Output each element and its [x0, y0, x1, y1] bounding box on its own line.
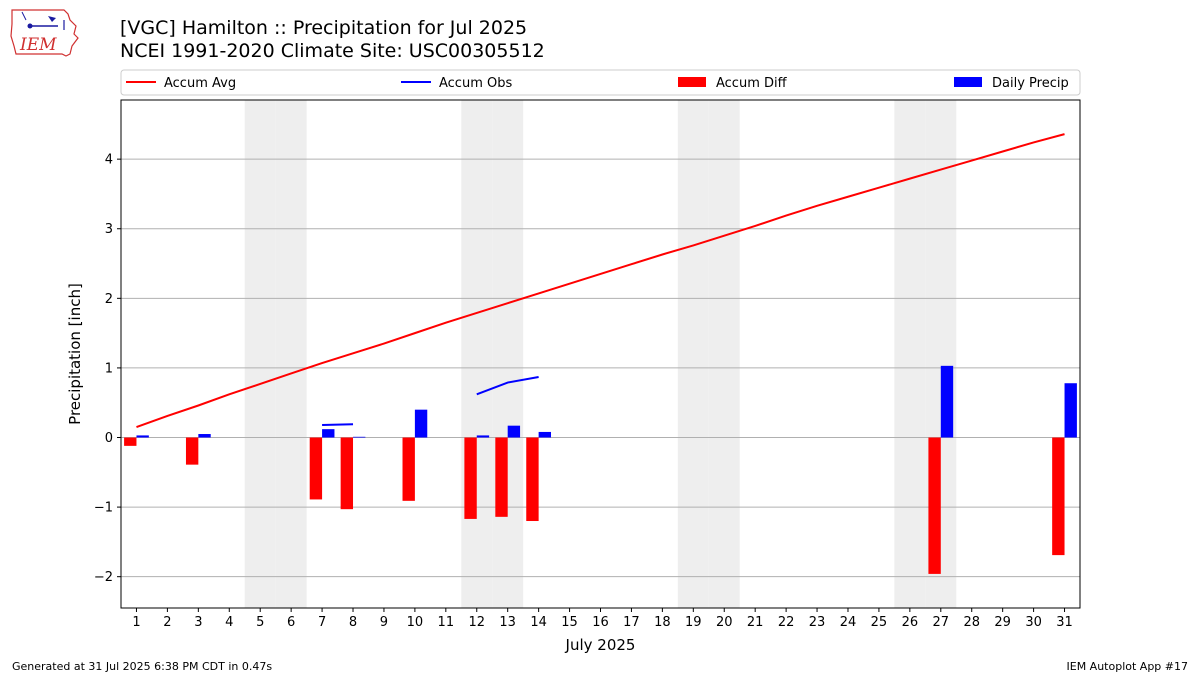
weekend-band-day-6 [275, 100, 307, 608]
legend-swatch-daily-precip [954, 77, 982, 87]
x-tick-label: 21 [747, 615, 764, 630]
legend-label-daily-precip: Daily Precip [992, 76, 1069, 91]
x-tick-label: 27 [933, 615, 950, 630]
weekend-band-day-26 [894, 100, 926, 608]
legend-label-accum-avg: Accum Avg [164, 76, 236, 91]
weekend-band-day-5 [244, 100, 276, 608]
x-tick-label: 22 [778, 615, 795, 630]
x-tick-label: 19 [685, 615, 702, 630]
accum-obs-line-segment-0 [322, 423, 354, 426]
y-tick-label: 3 [105, 222, 113, 237]
accum-avg-line-segment-0 [136, 133, 1065, 429]
x-tick-label: 16 [592, 615, 609, 630]
x-tick-label: 15 [561, 615, 578, 630]
accum-diff-bar-day-1 [124, 437, 137, 446]
daily-precip-bar-day-8 [353, 436, 366, 438]
logo-text: IEM [19, 35, 57, 55]
legend-box [120, 69, 1081, 96]
x-tick-label: 6 [287, 615, 295, 630]
y-axis-label: Precipitation [inch] [66, 283, 84, 425]
line-marks [136, 133, 1065, 429]
x-tick-label: 14 [530, 615, 547, 630]
accum-diff-bar-day-13 [495, 437, 508, 517]
x-tick-label: 29 [994, 615, 1011, 630]
accum-diff-bar-day-12 [464, 437, 477, 519]
y-tick-label: 2 [105, 292, 113, 307]
legend-swatch-accum-diff [678, 77, 706, 87]
weekend-shading [244, 100, 957, 608]
daily-precip-bar-day-27 [940, 365, 954, 438]
accum-diff-bar-day-14 [526, 437, 539, 522]
bar-marks [124, 365, 1077, 574]
weekend-band-day-20 [708, 100, 740, 608]
daily-precip-bar-day-10 [414, 409, 428, 438]
generated-timestamp: Generated at 31 Jul 2025 6:38 PM CDT in … [12, 660, 273, 673]
x-tick-label: 26 [902, 615, 919, 630]
grid-lines [121, 158, 1080, 578]
app-label: IEM Autoplot App #17 [1066, 660, 1189, 673]
weekend-band-day-13 [492, 100, 524, 608]
x-tick-label: 8 [349, 615, 357, 630]
x-tick-label: 28 [963, 615, 980, 630]
accum-diff-bar-day-27 [928, 437, 941, 574]
x-tick-label: 17 [623, 615, 640, 630]
x-tick-label: 23 [809, 615, 826, 630]
x-tick-label: 11 [438, 615, 455, 630]
x-tick-label: 12 [468, 615, 485, 630]
x-tick-label: 10 [407, 615, 424, 630]
y-tick-label: −1 [94, 501, 113, 516]
x-tick-label: 13 [499, 615, 516, 630]
weekend-band-day-12 [461, 100, 493, 608]
y-tick-label: 4 [105, 153, 113, 168]
y-tick-label: −2 [94, 570, 113, 585]
y-tick-label: 0 [105, 431, 113, 446]
x-tick-label: 7 [318, 615, 326, 630]
x-tick-label: 4 [225, 615, 233, 630]
weekend-band-day-19 [677, 100, 709, 608]
iowa-outline-shape [10, 9, 79, 57]
legend-label-accum-diff: Accum Diff [716, 76, 788, 91]
y-tick-label: 1 [105, 361, 113, 376]
daily-precip-bar-day-13 [507, 425, 521, 438]
daily-precip-bar-day-14 [538, 431, 552, 438]
x-tick-label: 24 [840, 615, 857, 630]
daily-precip-bar-day-31 [1064, 383, 1077, 438]
x-tick-label: 30 [1025, 615, 1042, 630]
accum-diff-bar-day-7 [309, 437, 323, 500]
chart-title: [VGC] Hamilton :: Precipitation for Jul … [120, 17, 528, 39]
accum-diff-bar-day-31 [1052, 437, 1065, 556]
x-tick-label: 25 [871, 615, 888, 630]
accum-diff-bar-day-10 [402, 437, 415, 501]
legend: Accum Avg Accum Obs Accum Diff Daily Precip [120, 69, 1081, 96]
daily-precip-bar-day-1 [136, 435, 149, 438]
legend-label-accum-obs: Accum Obs [439, 76, 512, 91]
x-tick-label: 5 [256, 615, 264, 630]
x-tick-label: 18 [654, 615, 671, 630]
iem-logo: IEM [10, 9, 79, 57]
accum-diff-bar-day-3 [185, 437, 199, 465]
x-tick-label: 2 [163, 615, 171, 630]
accum-obs-line-segment-1 [476, 375, 539, 396]
x-tick-label: 3 [194, 615, 202, 630]
x-axis-label: July 2025 [565, 636, 636, 654]
x-tick-label: 1 [132, 615, 140, 630]
x-tick-label: 9 [380, 615, 388, 630]
accum-diff-bar-day-8 [340, 437, 354, 510]
x-tick-label: 31 [1056, 615, 1073, 630]
daily-precip-bar-day-7 [322, 429, 335, 438]
x-tick-label: 20 [716, 615, 733, 630]
chart-subtitle: NCEI 1991-2020 Climate Site: USC00305512 [120, 40, 545, 62]
daily-precip-bar-day-12 [476, 435, 490, 438]
daily-precip-bar-day-3 [198, 434, 211, 438]
